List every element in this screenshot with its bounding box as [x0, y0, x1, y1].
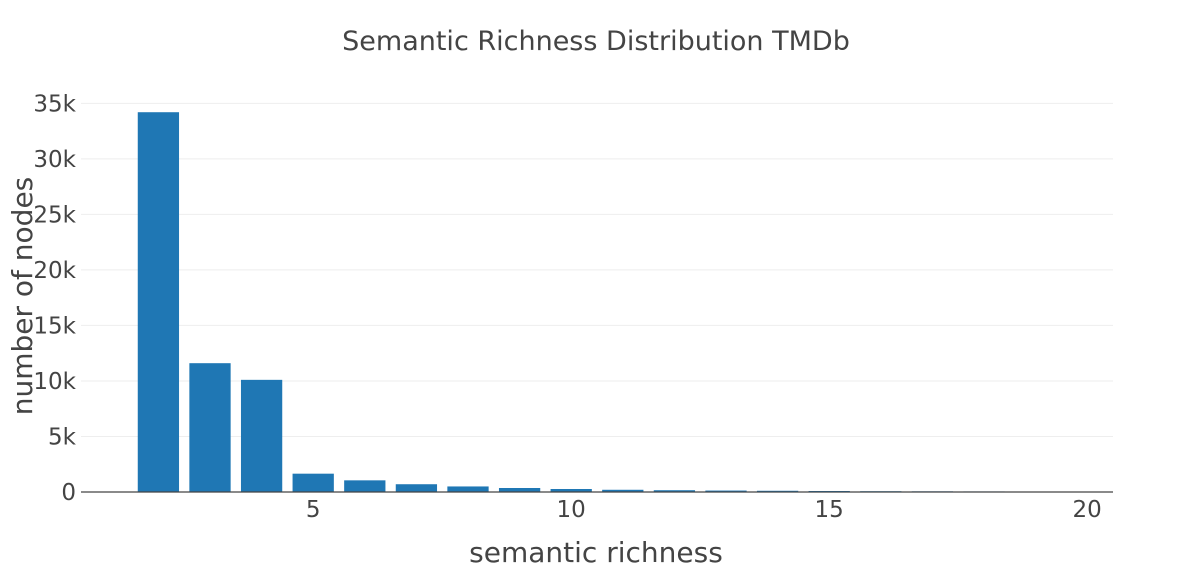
- y-tick-label: 10k: [33, 369, 76, 395]
- bar[interactable]: [498, 488, 541, 492]
- bar[interactable]: [292, 473, 334, 492]
- x-axis-ticks: 5 10 15 20: [306, 497, 1102, 523]
- x-tick-label: 15: [815, 497, 844, 523]
- bar[interactable]: [602, 489, 644, 492]
- y-tick-label: 20k: [33, 258, 76, 284]
- bar[interactable]: [395, 484, 438, 492]
- chart-title: Semantic Richness Distribution TMDb: [342, 26, 850, 57]
- y-tick-label: 5k: [48, 424, 77, 450]
- y-tick-label: 35k: [33, 91, 76, 117]
- y-tick-label: 0: [61, 480, 76, 506]
- bar[interactable]: [137, 112, 180, 492]
- bar[interactable]: [653, 490, 696, 492]
- bar[interactable]: [447, 486, 489, 492]
- bar[interactable]: [240, 379, 283, 492]
- x-tick-label: 20: [1073, 497, 1102, 523]
- gridlines: [81, 102, 1113, 437]
- bar[interactable]: [705, 490, 747, 492]
- x-axis-title: semantic richness: [469, 536, 723, 569]
- x-tick-label: 5: [306, 497, 321, 523]
- y-tick-label: 15k: [33, 313, 76, 339]
- x-tick-label: 10: [557, 497, 586, 523]
- bar[interactable]: [550, 489, 592, 492]
- bar[interactable]: [189, 363, 231, 492]
- y-axis-title: number of nodes: [6, 177, 39, 416]
- y-axis-ticks: 0 5k 10k 15k 20k 25k 30k 35k: [33, 91, 76, 506]
- bars: [137, 112, 1108, 493]
- y-tick-label: 30k: [33, 147, 76, 173]
- y-tick-label: 25k: [33, 202, 76, 228]
- bar[interactable]: [344, 480, 386, 492]
